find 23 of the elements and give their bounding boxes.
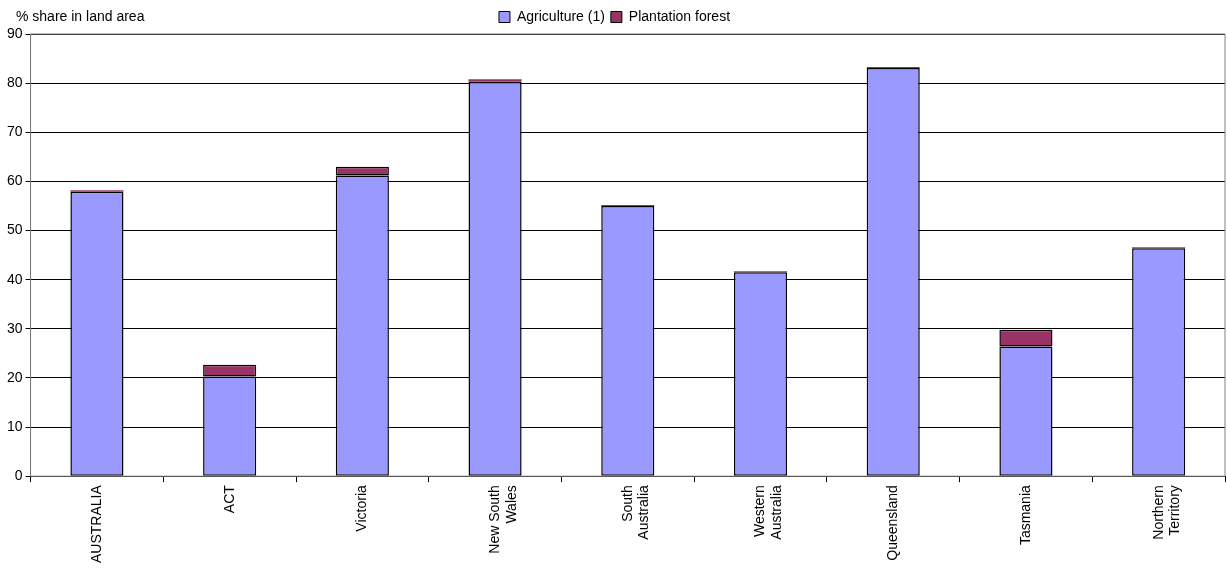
y-tick-label: 30: [6, 319, 23, 336]
legend-label: Agriculture (1): [516, 7, 605, 24]
x-tick-label: Northern Territory: [1149, 485, 1183, 540]
legend-label: Plantation forest: [628, 7, 731, 24]
x-tick-label: South Australia: [618, 484, 652, 540]
y-axis-title: % share in land area: [16, 7, 145, 24]
y-tick-label: 60: [6, 172, 23, 189]
y-tick-label: 90: [6, 24, 23, 41]
y-tick-label: 50: [6, 221, 23, 238]
y-tick-label: 0: [14, 467, 23, 484]
x-tick-label: Western Australia: [751, 484, 785, 540]
x-tick-label: New South Wales: [485, 485, 519, 554]
y-tick-label: 20: [6, 368, 23, 385]
y-tick-label: 10: [6, 417, 23, 434]
x-tick-label: Queensland: [884, 485, 901, 561]
x-tick-label: ACT: [220, 484, 237, 514]
x-tick-label: Tasmania: [1016, 484, 1033, 546]
y-tick-label: 70: [6, 123, 23, 140]
bar: [468, 79, 522, 82]
x-tick-label: AUSTRALIA: [87, 484, 104, 564]
y-tick-label: 40: [6, 270, 23, 287]
y-tick-label: 80: [6, 73, 23, 90]
x-tick-label: Victoria: [353, 484, 370, 532]
